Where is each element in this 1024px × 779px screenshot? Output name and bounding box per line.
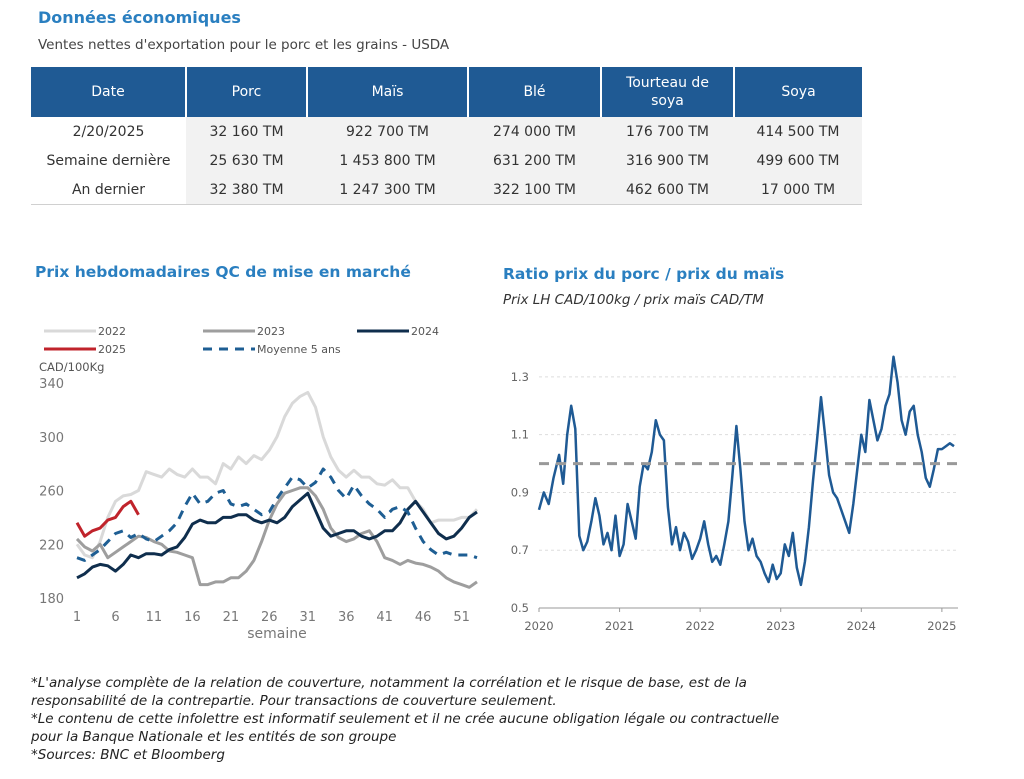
y-tick-label: 180 [39,592,64,607]
table-row: 2/20/2025 32 160 TM 922 700 TM 274 000 T… [31,117,862,146]
table-cell: 462 600 TM [601,175,734,205]
table-cell: 32 160 TM [186,117,307,146]
table-cell: 25 630 TM [186,146,307,175]
table-cell: 631 200 TM [468,146,601,175]
footnote-line: *Le contenu de cette infolettre est info… [31,711,780,727]
series-line-2022 [75,390,479,560]
table-cell: 1 247 300 TM [307,175,468,205]
page-subtitle: Ventes nettes d'exportation pour le porc… [38,37,450,53]
x-tick-label: 2023 [766,619,795,633]
ratio-chart-subtitle: Prix LH CAD/100kg / prix maïs CAD/TM [503,292,764,308]
col-header-porc: Porc [186,67,308,117]
x-tick-label: 2024 [847,619,876,633]
table-cell: 322 100 TM [468,175,601,205]
table-row: Semaine dernière 25 630 TM 1 453 800 TM … [31,146,862,175]
table-cell: 17 000 TM [734,175,862,205]
footnote-line: pour la Banque Nationale et les entités … [31,729,397,745]
table-cell: Semaine dernière [31,146,186,175]
y-tick-label: 220 [39,538,64,553]
x-tick-label: 26 [261,610,278,625]
page-title: Données économiques [38,8,241,27]
x-tick-label: 21 [223,610,240,625]
col-header-mais: Maïs [307,67,469,117]
table-cell: 274 000 TM [468,117,601,146]
y-tick-label: 1.1 [511,428,529,442]
x-tick-label: 1 [73,610,81,625]
col-header-ble: Blé [468,67,602,117]
x-tick-label: 2020 [524,619,553,633]
weekly-prices-chart: 2022 2023 2024 2025 Moyenne 5 ans CAD/100Kg 18… [39,325,479,642]
y-tick-label: 1.3 [511,370,529,384]
footnote-line: *Sources: BNC et Bloomberg [31,747,225,763]
footnote-line: *L'analyse complète de la relation de co… [31,675,747,691]
table-cell: 922 700 TM [307,117,468,146]
series-line-ratio [537,355,955,587]
x-tick-label: 41 [376,610,393,625]
y-tick-label: 0.5 [511,601,529,615]
x-tick-label: 2025 [927,619,956,633]
y-axis-label: CAD/100Kg [39,360,104,374]
table-cell: 316 900 TM [601,146,734,175]
col-header-tourteau: Tourteau de soya [601,67,735,117]
footnote-line: responsabilité de la contrepartie. Pour … [31,693,557,709]
x-axis-label: semaine [247,626,307,642]
x-tick-label: 51 [453,610,470,625]
export-sales-table: Date Porc Maïs Blé Tourteau de soya Soya… [31,67,862,205]
series-line-moyenne-5-ans [76,467,478,562]
series-line-2025 [75,499,140,538]
ratio-chart-title: Ratio prix du porc / prix du maïs [503,265,785,283]
legend-label: Moyenne 5 ans [257,343,341,356]
x-tick-label: 2021 [605,619,634,633]
legend-label: 2025 [98,343,126,356]
y-tick-label: 0.7 [511,543,529,557]
table-cell: 32 380 TM [186,175,307,205]
y-tick-label: 260 [39,485,64,500]
x-tick-label: 36 [338,610,355,625]
table-cell: 176 700 TM [601,117,734,146]
x-tick-label: 11 [146,610,163,625]
col-header-date: Date [31,67,187,117]
col-header-soya: Soya [734,67,862,117]
y-tick-label: 0.9 [511,485,529,499]
legend-label: 2024 [411,325,439,338]
table-row: An dernier 32 380 TM 1 247 300 TM 322 10… [31,175,862,205]
y-tick-label: 340 [39,377,64,392]
pork-corn-ratio-chart: 0.5 0.7 0.9 1.1 1.3 2020 2021 2022 2023 2024 2025 [511,355,958,633]
legend-label: 2022 [98,325,126,338]
table-cell: 499 600 TM [734,146,862,175]
table-header-row: Date Porc Maïs Blé Tourteau de soya Soya [31,67,862,117]
x-tick-label: 46 [415,610,432,625]
series-line-2024 [76,491,478,580]
x-tick-label: 31 [299,610,316,625]
table-cell: 2/20/2025 [31,117,186,146]
table-cell: 1 453 800 TM [307,146,468,175]
table-cell: An dernier [31,175,186,205]
y-tick-label: 300 [39,431,64,446]
x-tick-label: 6 [111,610,119,625]
table-cell: 414 500 TM [734,117,862,146]
weekly-prices-chart-title: Prix hebdomadaires QC de mise en marché [35,263,411,281]
footnotes: *L'analyse complète de la relation de co… [31,674,861,764]
x-tick-label: 16 [184,610,201,625]
x-tick-label: 2022 [686,619,715,633]
legend-label: 2023 [257,325,285,338]
